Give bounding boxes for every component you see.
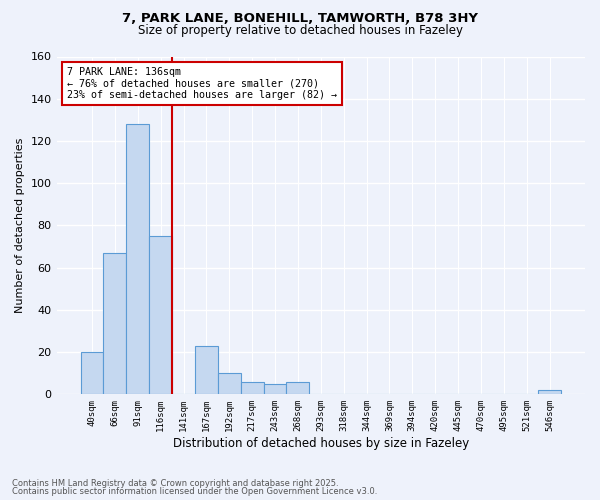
Bar [195,346,218,395]
Text: 7 PARK LANE: 136sqm
← 76% of detached houses are smaller (270)
23% of semi-detac: 7 PARK LANE: 136sqm ← 76% of detached ho… [67,66,337,100]
Bar [263,384,286,394]
Bar [80,352,103,395]
Bar [127,124,149,394]
Bar [149,236,172,394]
Bar [241,382,263,394]
Bar [103,253,127,394]
Bar [538,390,561,394]
Text: 7, PARK LANE, BONEHILL, TAMWORTH, B78 3HY: 7, PARK LANE, BONEHILL, TAMWORTH, B78 3H… [122,12,478,26]
Bar [286,382,310,394]
Bar [218,373,241,394]
Text: Size of property relative to detached houses in Fazeley: Size of property relative to detached ho… [137,24,463,37]
X-axis label: Distribution of detached houses by size in Fazeley: Distribution of detached houses by size … [173,437,469,450]
Y-axis label: Number of detached properties: Number of detached properties [15,138,25,313]
Text: Contains HM Land Registry data © Crown copyright and database right 2025.: Contains HM Land Registry data © Crown c… [12,478,338,488]
Text: Contains public sector information licensed under the Open Government Licence v3: Contains public sector information licen… [12,487,377,496]
